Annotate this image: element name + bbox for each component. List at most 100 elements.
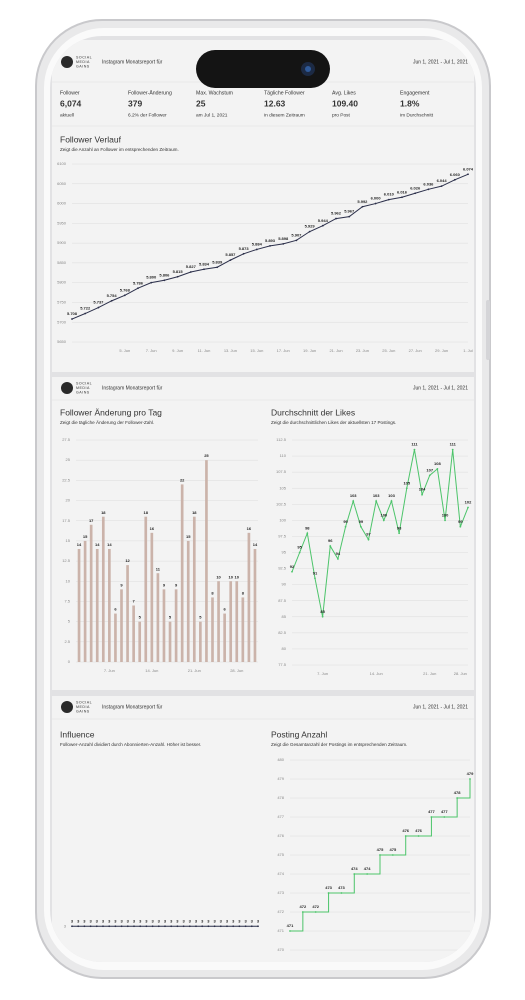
point — [301, 911, 304, 913]
data-label: 476 — [415, 828, 422, 833]
point — [126, 925, 129, 928]
point — [201, 925, 204, 928]
point — [314, 577, 316, 580]
point — [374, 202, 377, 205]
chart-subtitle: Zeigt die durchschnittlichen Likes der a… — [271, 420, 396, 425]
data-label: 8 — [242, 590, 245, 595]
y-tick-label: 22.5 — [62, 477, 71, 482]
point — [189, 271, 192, 273]
data-label: 15 — [83, 534, 88, 539]
y-tick-label: 6050 — [57, 181, 67, 186]
brand-text: MEDIA — [76, 386, 90, 390]
point — [188, 925, 191, 928]
data-label: 16 — [150, 526, 155, 531]
x-tick-label: 23. Jun — [356, 348, 369, 353]
x-tick-label: 7. Jun — [317, 671, 328, 676]
stat-note: aktuell — [60, 112, 74, 118]
point — [467, 173, 469, 176]
bar — [126, 565, 129, 662]
bar — [217, 581, 220, 662]
stat-label: Follower — [60, 90, 80, 96]
data-label: 479 — [467, 771, 474, 776]
y-tick-label: 5700 — [57, 319, 67, 324]
stat-note: pro Post — [332, 112, 351, 118]
point — [391, 854, 394, 856]
data-label: 5.815 — [173, 269, 184, 274]
data-label: 3 — [238, 918, 241, 923]
stat-value: 109.40 — [332, 98, 358, 108]
point — [282, 243, 285, 245]
x-tick-label: 28. Jun — [230, 668, 243, 673]
stat-value: 12.63 — [264, 98, 286, 108]
point — [97, 306, 100, 309]
data-label: 478 — [454, 790, 461, 795]
data-label: 5.737 — [93, 300, 104, 305]
x-tick-label: 9. Jun — [172, 348, 183, 353]
point — [257, 925, 259, 928]
chart-title: Durchschnitt der Likes — [271, 407, 355, 417]
y-tick-label: 27.5 — [62, 437, 71, 442]
y-tick-label: 3 — [64, 923, 67, 928]
chart-title: Follower Verlauf — [60, 134, 122, 144]
data-label: 17 — [89, 518, 94, 523]
data-label: 98 — [305, 525, 310, 530]
point — [353, 873, 356, 875]
report-period: Jun 1, 2021 - Jul 1, 2021 — [413, 385, 468, 391]
data-label: 5.827 — [186, 264, 197, 269]
line — [291, 449, 469, 617]
brand-text: GAINS — [76, 64, 90, 68]
point — [108, 925, 111, 928]
data-label: 477 — [428, 809, 435, 814]
data-label: 6 — [114, 607, 117, 612]
data-label: 5.907 — [291, 232, 302, 237]
bar — [132, 605, 135, 662]
data-label: 5.800 — [146, 275, 157, 280]
data-label: 10 — [228, 574, 233, 579]
data-label: 475 — [390, 847, 397, 852]
y-tick-label: 112.5 — [276, 437, 286, 442]
data-label: 6.044 — [437, 178, 448, 183]
data-label: 111 — [411, 442, 418, 447]
point — [216, 266, 219, 269]
stat-value: 379 — [128, 98, 142, 108]
point — [366, 873, 369, 875]
data-label: 3 — [220, 918, 223, 923]
data-label: 3 — [201, 918, 204, 923]
data-label: 3 — [176, 918, 179, 923]
bar — [150, 532, 154, 662]
y-tick-label: 92.5 — [278, 566, 287, 571]
point — [335, 217, 337, 220]
point — [289, 930, 291, 932]
report-title: Instagram Monatsreport für — [102, 385, 163, 391]
point — [467, 506, 469, 509]
data-label: 3 — [213, 918, 216, 923]
data-label: 5.839 — [212, 259, 223, 264]
data-label: 108 — [434, 461, 441, 466]
y-tick-label: 5650 — [57, 339, 67, 344]
data-label: 5.944 — [318, 218, 329, 223]
x-tick-label: 7. Jun — [104, 668, 115, 673]
point — [213, 925, 216, 928]
data-label: 99 — [458, 519, 463, 524]
brand-text: SOCIAL — [76, 55, 92, 59]
data-label: 14 — [95, 542, 100, 547]
point — [337, 558, 339, 560]
point — [244, 925, 247, 928]
data-label: 3 — [182, 918, 185, 923]
bar — [180, 484, 184, 662]
bar — [77, 548, 81, 662]
stat-note: 6.2% der Follower — [128, 112, 167, 118]
point — [84, 312, 87, 315]
data-label: 472 — [300, 904, 307, 909]
point — [443, 816, 446, 818]
data-label: 10 — [216, 574, 221, 579]
point — [404, 835, 407, 837]
data-label: 92 — [290, 564, 295, 569]
point — [89, 925, 92, 928]
data-label: 3 — [71, 918, 74, 923]
stat-label: Follower-Änderung — [128, 89, 172, 96]
data-label: 107 — [426, 467, 433, 472]
stat-label: Tägliche Follower — [264, 90, 305, 96]
